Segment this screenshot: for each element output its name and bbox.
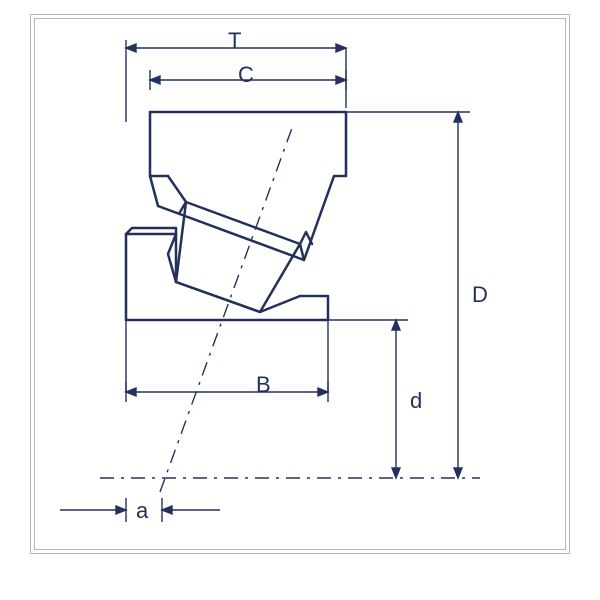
label-d: d	[410, 388, 422, 414]
label-B: B	[256, 372, 271, 398]
label-T: T	[228, 28, 241, 54]
label-a: a	[136, 498, 148, 524]
label-D: D	[472, 282, 488, 308]
label-C: C	[238, 62, 254, 88]
